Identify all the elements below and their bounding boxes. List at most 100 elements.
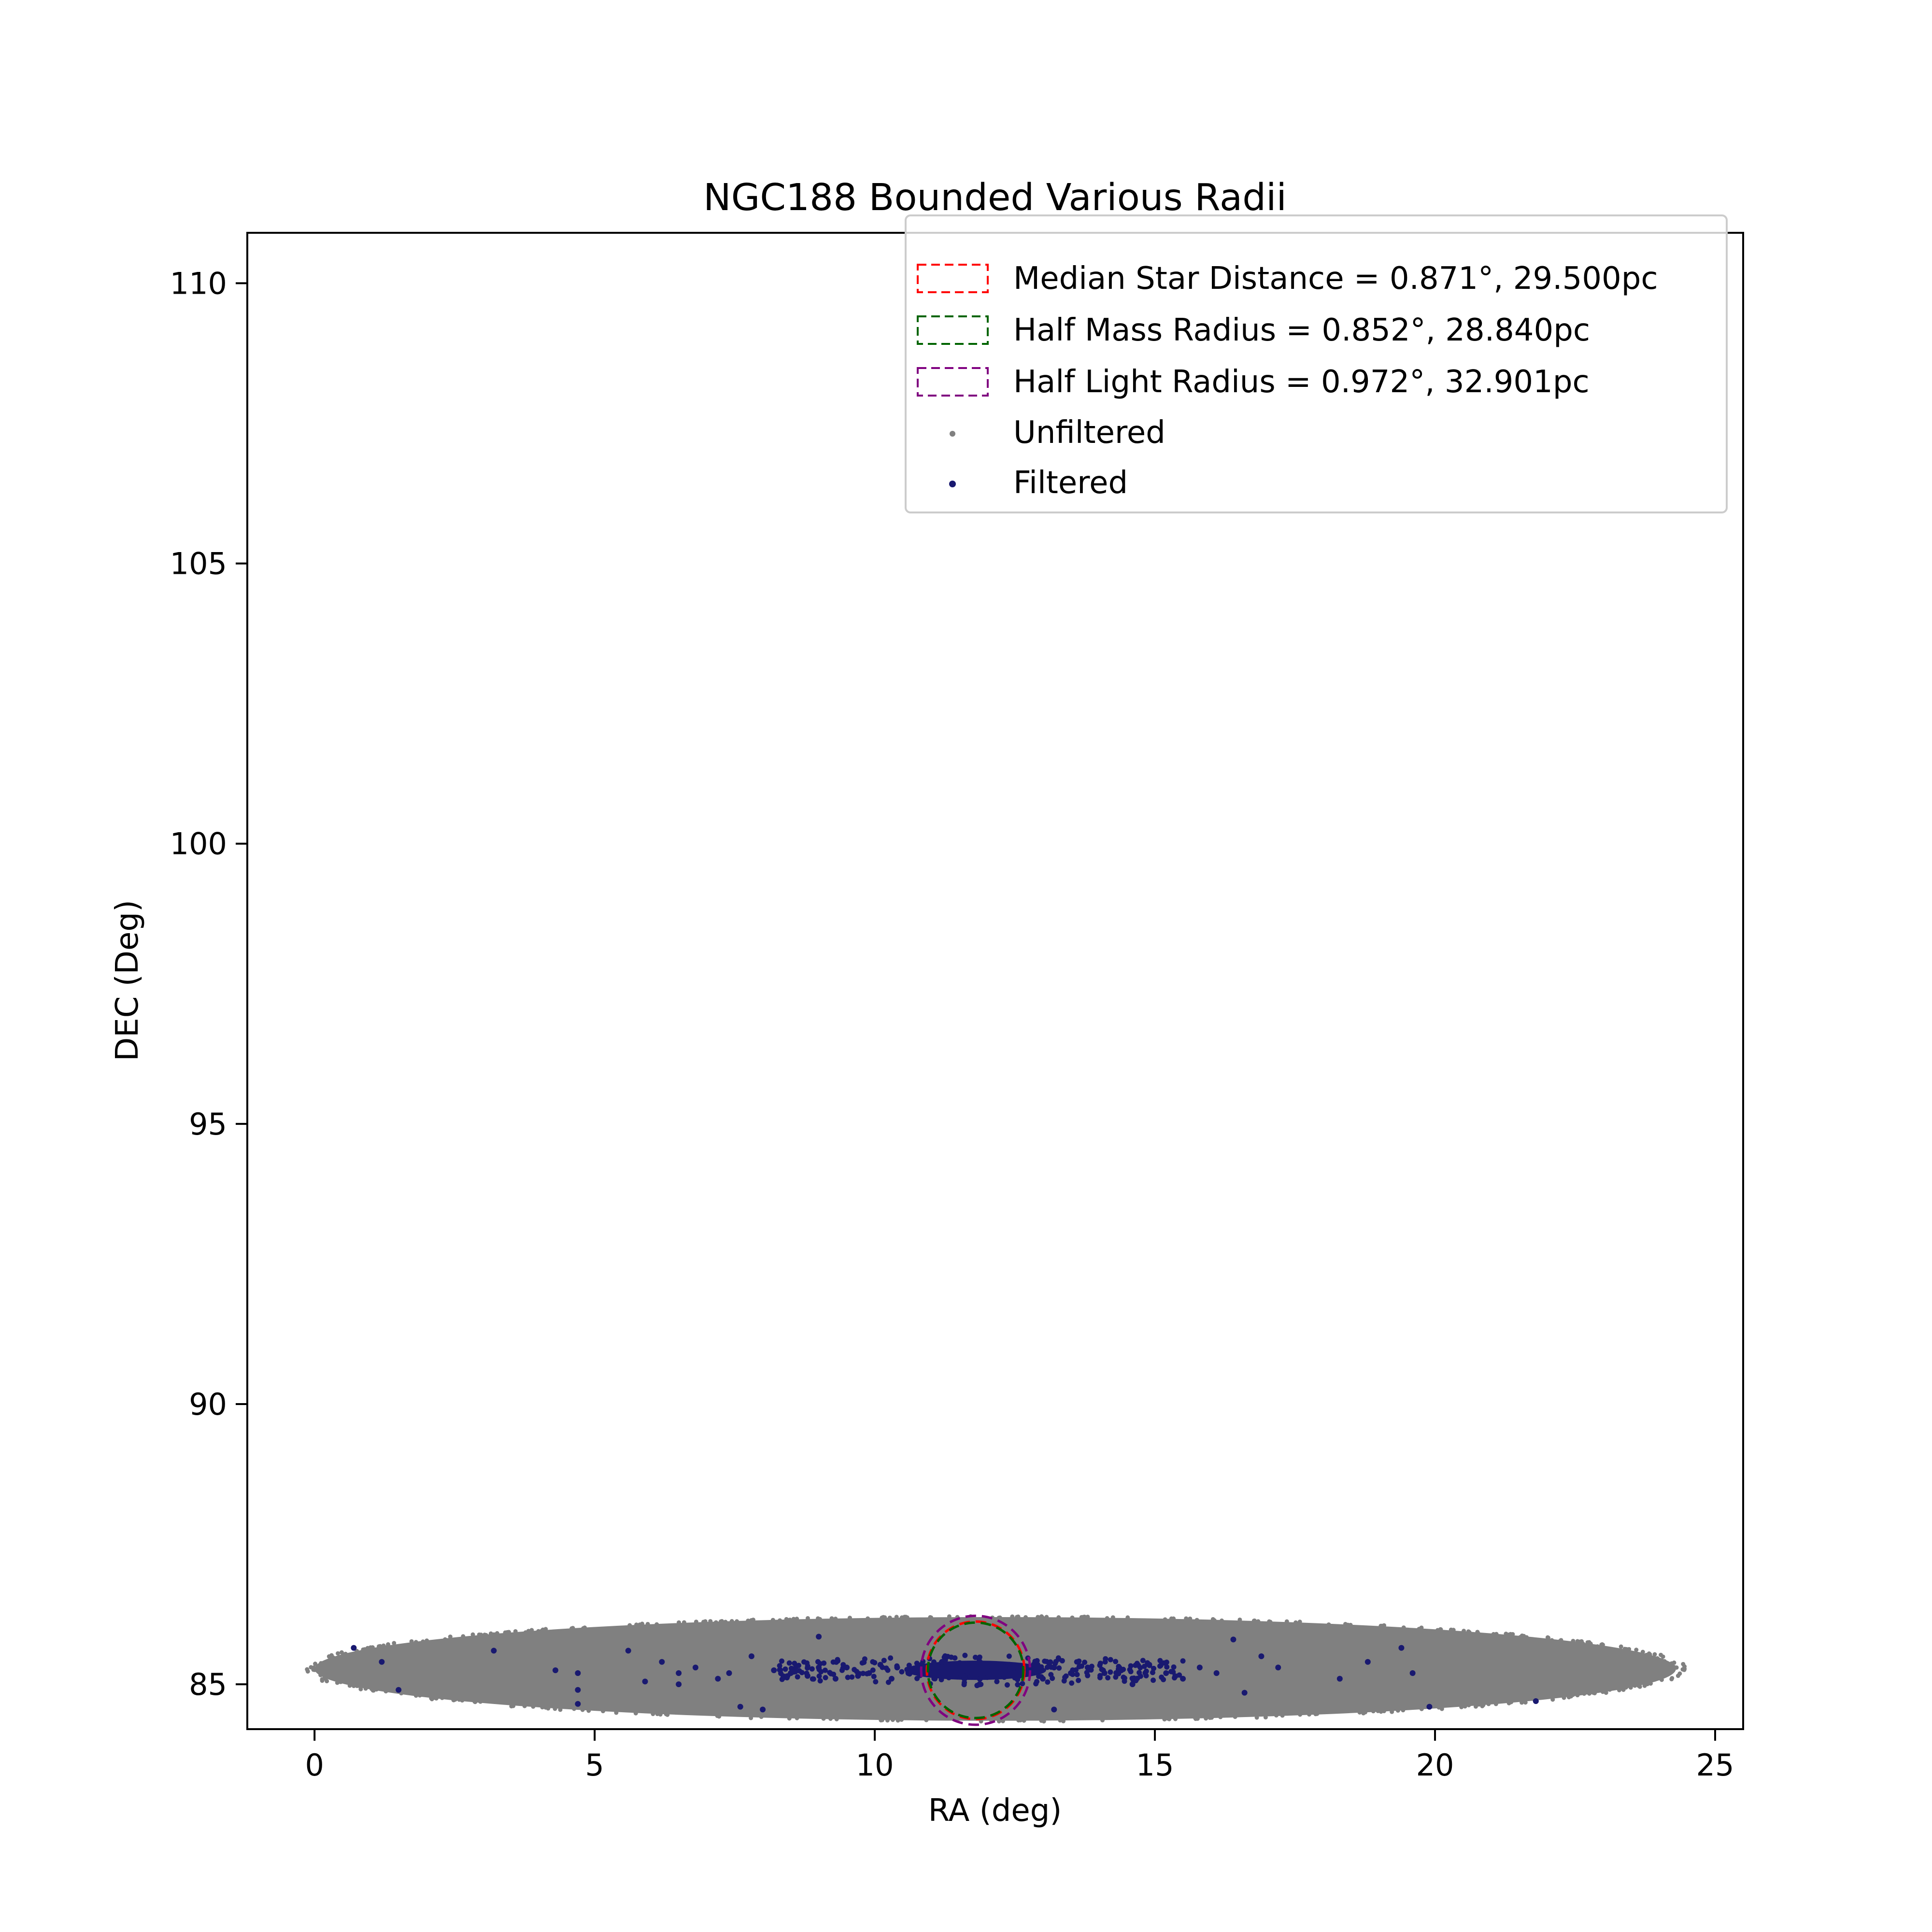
filtered-point: [1409, 1670, 1416, 1676]
unfiltered-point: [1480, 1702, 1485, 1707]
filtered-point: [726, 1670, 732, 1676]
filtered-point: [1038, 1664, 1044, 1670]
unfiltered-point: [1493, 1702, 1498, 1706]
filtered-point: [715, 1676, 721, 1682]
unfiltered-point: [318, 1673, 323, 1677]
unfiltered-point: [1326, 1622, 1331, 1627]
unfiltered-point: [729, 1619, 734, 1624]
unfiltered-point: [540, 1705, 545, 1710]
filtered-point: [786, 1660, 792, 1666]
unfiltered-point: [1163, 1617, 1167, 1622]
filtered-point: [873, 1679, 879, 1685]
filtered-point: [972, 1664, 979, 1671]
filtered-point: [1133, 1677, 1139, 1683]
filtered-point: [817, 1678, 823, 1684]
filtered-point: [793, 1669, 798, 1675]
unfiltered-point: [828, 1716, 833, 1721]
unfiltered-point: [378, 1644, 383, 1648]
filtered-point: [1172, 1675, 1178, 1681]
unfiltered-point: [1600, 1690, 1605, 1694]
filtered-point: [1113, 1659, 1119, 1664]
unfiltered-point: [1293, 1620, 1298, 1625]
filtered-point: [1129, 1681, 1136, 1688]
filtered-point: [1398, 1645, 1405, 1651]
unfiltered-point: [1209, 1715, 1214, 1720]
filtered-point: [1062, 1675, 1068, 1680]
filtered-point: [866, 1670, 872, 1676]
filtered-point: [737, 1704, 743, 1710]
unfiltered-point: [1569, 1693, 1574, 1698]
filtered-point: [1141, 1663, 1147, 1669]
filtered-point: [1143, 1673, 1149, 1678]
unfiltered-point: [1274, 1713, 1279, 1718]
filtered-point: [351, 1645, 357, 1651]
filtered-point: [1082, 1660, 1088, 1665]
unfiltered-point: [526, 1629, 531, 1634]
unfiltered-point: [1371, 1709, 1376, 1714]
unfiltered-point: [899, 1615, 904, 1620]
unfiltered-point: [1510, 1633, 1515, 1637]
filtered-point: [1044, 1664, 1050, 1670]
filtered-point: [1045, 1679, 1051, 1685]
filtered-point: [788, 1670, 794, 1676]
filtered-point: [1040, 1676, 1046, 1682]
unfiltered-point: [457, 1697, 462, 1702]
unfiltered-point: [1652, 1652, 1657, 1657]
filtered-point: [1076, 1677, 1081, 1683]
unfiltered-point: [677, 1620, 682, 1625]
unfiltered-point: [448, 1634, 453, 1639]
x-tick-label: 5: [585, 1747, 604, 1783]
unfiltered-point: [795, 1617, 799, 1621]
filtered-point: [1033, 1681, 1039, 1687]
x-tick-label: 20: [1416, 1747, 1454, 1783]
unfiltered-point: [322, 1674, 327, 1679]
unfiltered-point: [1237, 1617, 1242, 1622]
filtered-point: [1056, 1656, 1062, 1662]
unfiltered-point: [1252, 1618, 1257, 1623]
filtered-point: [941, 1654, 947, 1660]
unfiltered-point: [1582, 1691, 1587, 1696]
unfiltered-point: [409, 1639, 414, 1644]
filtered-point: [799, 1670, 805, 1676]
filtered-point: [946, 1675, 952, 1680]
unfiltered-point: [1550, 1697, 1555, 1702]
unfiltered-point: [586, 1708, 591, 1713]
unfiltered-point: [384, 1689, 388, 1694]
filtered-point: [1006, 1662, 1012, 1668]
unfiltered-point: [417, 1693, 422, 1698]
unfiltered-point: [317, 1666, 322, 1671]
unfiltered-point: [362, 1647, 367, 1652]
unfiltered-point: [1636, 1652, 1641, 1657]
unfiltered-point: [1562, 1695, 1566, 1700]
filtered-point: [1151, 1665, 1156, 1671]
unfiltered-point: [1636, 1683, 1641, 1688]
filtered-point: [1140, 1658, 1146, 1663]
unfiltered-point: [924, 1718, 929, 1722]
unfiltered-point: [651, 1712, 655, 1717]
unfiltered-point: [805, 1616, 810, 1620]
unfiltered-point: [1681, 1662, 1686, 1666]
unfiltered-point: [1220, 1618, 1224, 1623]
unfiltered-point: [787, 1618, 792, 1622]
x-axis: 0 5 10 15 20 25: [305, 1729, 1734, 1783]
unfiltered-point: [1624, 1684, 1629, 1689]
filtered-point: [1108, 1657, 1113, 1662]
filtered-point: [914, 1661, 920, 1666]
legend-label-filtered: Filtered: [1013, 465, 1128, 501]
filtered-point: [823, 1675, 828, 1680]
unfiltered-point: [338, 1677, 342, 1682]
unfiltered-point: [1401, 1625, 1406, 1630]
filtered-point: [881, 1658, 887, 1663]
y-tick-label: 85: [189, 1667, 227, 1702]
unfiltered-point: [658, 1712, 663, 1717]
unfiltered-point: [1436, 1705, 1441, 1710]
filtered-point: [1004, 1682, 1010, 1688]
filtered-point: [1159, 1674, 1165, 1680]
filtered-point: [1213, 1670, 1220, 1676]
radius-circle-2: [920, 1614, 1032, 1726]
unfiltered-point: [1680, 1667, 1685, 1672]
legend-label-median: Median Star Distance = 0.871°, 29.500pc: [1013, 261, 1658, 297]
unfiltered-point: [1669, 1677, 1674, 1682]
filtered-point: [491, 1648, 497, 1654]
